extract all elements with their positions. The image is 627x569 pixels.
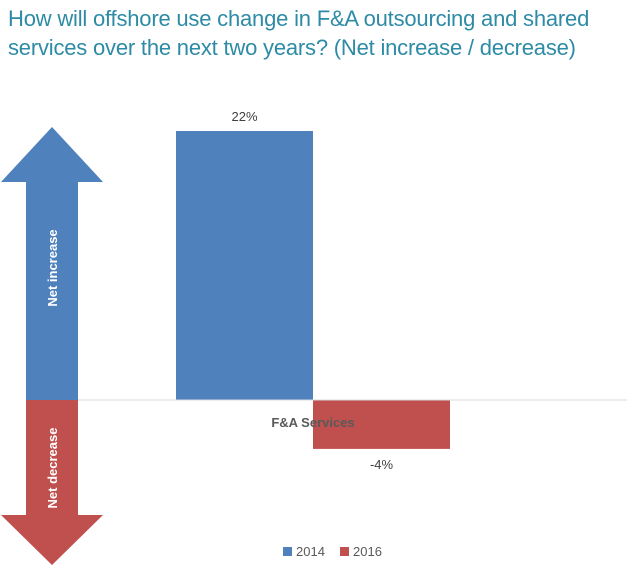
net-decrease-arrow (1, 400, 103, 565)
bar-2014 (176, 131, 313, 400)
plot-area: 22% -4% F&A Services 2014 2016 (78, 109, 627, 559)
bar-2016 (313, 400, 450, 449)
net-increase-label: Net increase (45, 229, 60, 306)
category-label: F&A Services (271, 415, 354, 430)
chart-title: How will offshore use change in F&A outs… (8, 6, 590, 60)
net-decrease-label: Net decrease (45, 428, 60, 509)
legend-label-2014: 2014 (296, 544, 325, 559)
data-label-2016: -4% (370, 457, 394, 472)
net-increase-arrow (1, 127, 103, 400)
legend-swatch-2014 (283, 547, 292, 556)
data-label-2014: 22% (231, 109, 257, 124)
legend-swatch-2016 (340, 547, 349, 556)
legend-label-2016: 2016 (353, 544, 382, 559)
